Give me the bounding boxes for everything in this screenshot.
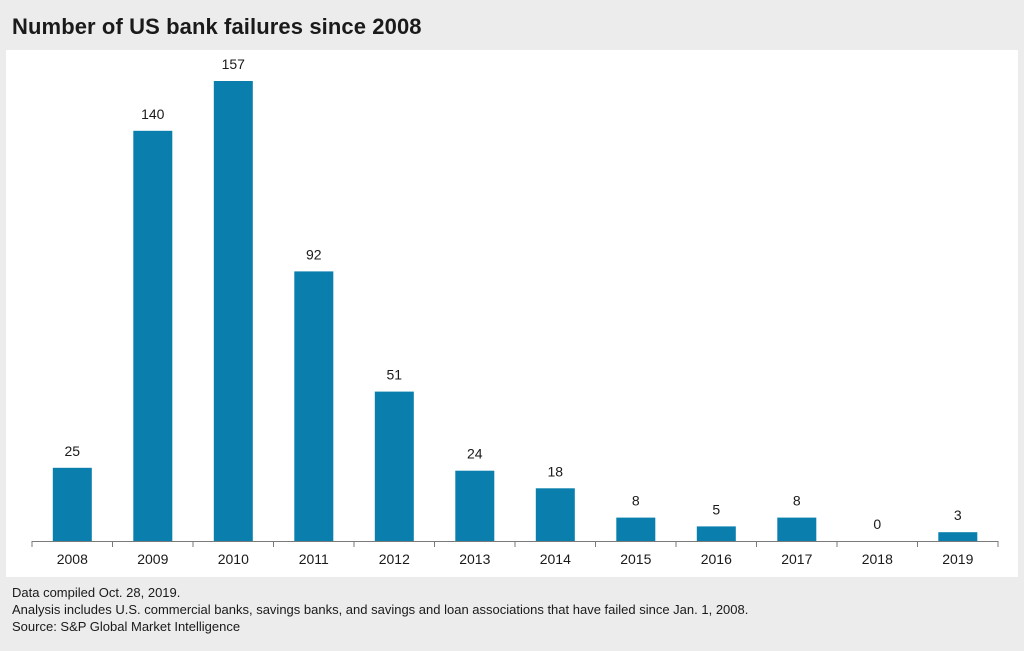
- footnote-analysis: Analysis includes U.S. commercial banks,…: [12, 602, 749, 617]
- data-label-2015: 8: [632, 493, 640, 509]
- x-tick-label-2015: 2015: [620, 551, 651, 567]
- bar-2015: [616, 517, 656, 541]
- data-label-2012: 51: [387, 367, 403, 383]
- data-label-2014: 18: [548, 463, 564, 479]
- data-label-2013: 24: [467, 446, 483, 462]
- data-label-2019: 3: [954, 507, 962, 523]
- footnote-source: Source: S&P Global Market Intelligence: [12, 619, 241, 634]
- bar-2011: [294, 271, 334, 541]
- data-label-2009: 140: [141, 106, 165, 122]
- data-label-2017: 8: [793, 493, 801, 509]
- chart-footnotes: Data compiled Oct. 28, 2019. Analysis in…: [12, 584, 748, 635]
- x-tick-label-2016: 2016: [701, 551, 732, 567]
- x-tick-label-2019: 2019: [942, 551, 973, 567]
- data-label-2008: 25: [65, 443, 81, 459]
- bar-2009: [133, 130, 173, 542]
- bar-2012: [374, 391, 414, 541]
- x-tick-label-2013: 2013: [459, 551, 490, 567]
- bar-2019: [938, 532, 978, 541]
- data-label-2010: 157: [222, 56, 246, 72]
- x-tick-label-2010: 2010: [218, 551, 249, 567]
- bar-2017: [777, 517, 817, 541]
- x-tick-label-2009: 2009: [137, 551, 168, 567]
- bar-2014: [535, 488, 575, 541]
- bar-2013: [455, 470, 495, 541]
- data-label-2016: 5: [712, 501, 720, 517]
- x-tick-label-2012: 2012: [379, 551, 410, 567]
- bar-chart: 25 2008 140 2009 157 2010 92 2011 51 2012 24 2013 18…: [31, 56, 999, 567]
- bar-2010: [213, 81, 253, 541]
- bar-2016: [696, 526, 736, 541]
- chart-title: Number of US bank failures since 2008: [12, 14, 422, 39]
- x-tick-label-2014: 2014: [540, 551, 571, 567]
- footnote-date: Data compiled Oct. 28, 2019.: [12, 585, 181, 600]
- x-tick-label-2011: 2011: [299, 551, 329, 567]
- x-tick-label-2017: 2017: [781, 551, 812, 567]
- data-label-2011: 92: [306, 246, 322, 262]
- data-label-2018: 0: [873, 516, 881, 532]
- plot-panel: [6, 50, 1018, 577]
- bar-2008: [52, 467, 92, 541]
- x-tick-label-2018: 2018: [862, 551, 893, 567]
- x-tick-label-2008: 2008: [57, 551, 88, 567]
